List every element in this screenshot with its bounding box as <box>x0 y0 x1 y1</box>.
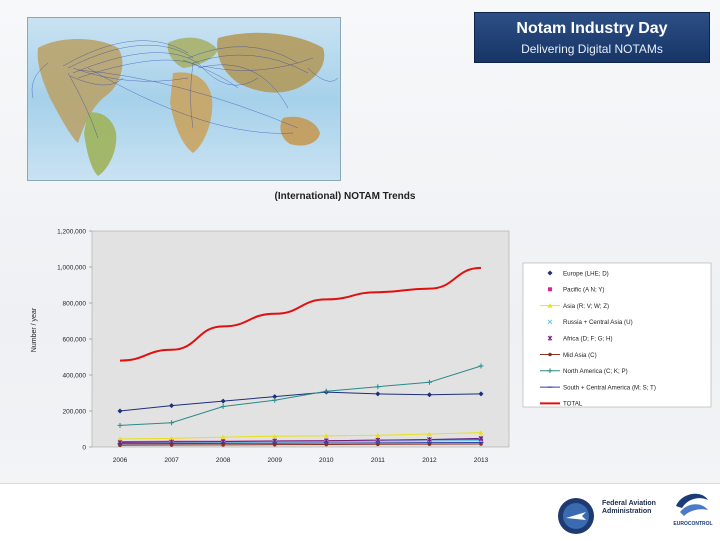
data-point-2 <box>323 433 329 438</box>
x-axis-ticks: 2006 2007 2008 2009 2010 2011 2012 2013 <box>113 457 489 464</box>
legend-marker <box>547 270 553 276</box>
faa-wordmark: Federal Aviation Administration <box>602 500 656 515</box>
data-point-0 <box>478 391 484 397</box>
x-tick-label: 2010 <box>319 457 334 464</box>
x-tick-label: 2008 <box>216 457 231 464</box>
series-lines <box>119 266 482 446</box>
y-axis-ticks: 0 200,000 400,000 600,000 800,000 1,000,000 1,… <box>57 229 92 452</box>
data-point-0 <box>426 392 432 398</box>
legend-label: Russia + Central Asia (U) <box>563 319 633 326</box>
x-tick-label: 2007 <box>164 457 179 464</box>
data-point-2 <box>169 435 175 441</box>
legend-label: Pacific (A N; Y) <box>563 287 605 294</box>
x-tick-label: 2012 <box>422 457 437 464</box>
y-tick-label: 600,000 <box>63 337 87 344</box>
world-map-graphic <box>31 32 339 176</box>
eurocontrol-logo <box>676 493 708 516</box>
legend-label: TOTAL <box>563 401 583 408</box>
series-line-5 <box>119 443 482 446</box>
legend-box <box>522 262 712 408</box>
legend-marker <box>547 303 553 308</box>
y-tick-label: 0 <box>82 445 86 452</box>
data-point-6 <box>426 379 432 385</box>
series-line-2 <box>119 432 482 440</box>
legend-marker <box>547 368 553 374</box>
series-markers <box>117 363 484 448</box>
x-tick-label: 2011 <box>371 457 385 464</box>
x-tick-label: 2009 <box>267 457 282 464</box>
y-tick-label: 1,200,000 <box>57 229 86 236</box>
legend-label: Africa (D; F; G; H) <box>563 336 613 343</box>
plot-area <box>91 230 510 448</box>
data-point-2 <box>220 434 226 440</box>
legend: Europe (LHE; D) Pacific (A N; Y) Asia (R; … <box>540 270 656 408</box>
y-tick-label: 400,000 <box>63 373 87 380</box>
banner-subtitle: Delivering Digital NOTAMs <box>521 42 663 56</box>
y-tick-label: 200,000 <box>63 409 87 416</box>
world-route-map-image <box>27 17 341 181</box>
y-tick-label: 1,000,000 <box>57 265 86 272</box>
data-point-0 <box>375 391 381 397</box>
x-tick-label: 2006 <box>113 457 128 464</box>
event-banner: Notam Industry Day Delivering Digital NO… <box>474 12 710 63</box>
data-point-6 <box>117 422 123 428</box>
footer-bar <box>0 483 720 541</box>
data-point-4 <box>375 437 381 443</box>
series-line-7 <box>119 442 482 445</box>
legend-label: Mid Asia (C) <box>563 352 597 359</box>
eurocontrol-wordmark: EUROCONTROL <box>673 521 713 527</box>
chart-title: (International) NOTAM Trends <box>274 191 416 202</box>
data-point-2 <box>478 430 484 435</box>
x-tick-label: 2013 <box>474 457 489 464</box>
data-point-6 <box>323 388 329 394</box>
series-line-4 <box>119 437 482 443</box>
data-point-0 <box>169 403 175 409</box>
legend-marker <box>547 335 553 341</box>
data-point-2 <box>117 436 123 441</box>
legend-marker <box>547 319 553 325</box>
banner-title: Notam Industry Day <box>516 20 668 37</box>
data-point-6 <box>220 404 226 409</box>
data-point-6 <box>169 420 175 426</box>
data-point-0 <box>220 398 226 404</box>
data-point-0 <box>117 408 123 414</box>
series-line-8 <box>119 266 482 362</box>
legend-label: North America (C; K; P) <box>563 368 628 375</box>
faa-seal-logo <box>558 498 594 534</box>
y-axis-label: Number / year <box>31 307 38 352</box>
legend-marker <box>548 287 552 292</box>
data-point-0 <box>272 394 278 400</box>
data-point-4 <box>427 436 432 442</box>
data-point-6 <box>478 363 484 369</box>
series-line-0 <box>119 391 482 412</box>
legend-label: South + Central America (M; S; T) <box>563 384 656 391</box>
data-point-6 <box>375 384 381 390</box>
data-point-2 <box>375 432 381 438</box>
series-line-3 <box>119 440 482 444</box>
data-point-2 <box>426 431 432 437</box>
data-point-6 <box>272 397 278 403</box>
legend-label: Europe (LHE; D) <box>563 270 609 277</box>
y-tick-label: 800,000 <box>63 301 87 308</box>
data-point-2 <box>272 433 278 439</box>
legend-label: Asia (R; V; W; Z) <box>563 303 609 310</box>
data-point-4 <box>478 435 484 441</box>
legend-marker <box>548 352 552 357</box>
data-point-4 <box>323 438 329 444</box>
series-line-6 <box>119 365 482 426</box>
